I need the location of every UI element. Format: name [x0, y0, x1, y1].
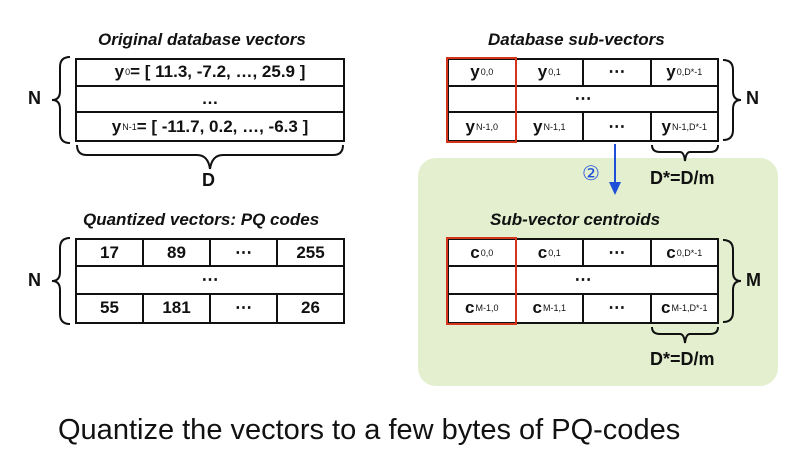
bottom-brace-d [76, 144, 344, 170]
subvectors-title: Database sub-vectors [488, 30, 665, 49]
pq-code-cell: 26 [301, 298, 320, 318]
subvector-row-ellipsis: ⋯ [574, 88, 592, 108]
n-label-original: N [28, 88, 41, 108]
right-brace-subvectors [722, 59, 742, 141]
centroid-ellipsis: ⋯ [584, 240, 652, 266]
centroids-title: Sub-vector centroids [490, 210, 661, 229]
centroid-cell: c M-1,D*-1 [661, 298, 708, 318]
subvector-cell: y N-1,D*-1 [661, 116, 707, 136]
caption: Quantize the vectors to a few bytes of P… [58, 414, 681, 446]
pq-code-cell: 89 [144, 240, 211, 266]
original-row-last: y N-1 = [ -11.7, 0.2, …, -6.3 ] [111, 116, 309, 136]
pq-code-cell: 255 [296, 242, 325, 262]
subvector-cell: y 0,D*-1 [666, 62, 703, 82]
d-label: D [202, 170, 215, 190]
centroid-highlight [446, 237, 517, 325]
left-brace-pq [51, 237, 71, 325]
subvector-cell: y N-1,1 [517, 113, 584, 140]
n-label-subvectors: N [746, 88, 759, 108]
subvector-highlight [446, 57, 517, 143]
centroid-ellipsis: ⋯ [584, 294, 652, 322]
pq-codes-table: 17 89 ⋯ 255 ⋯ 55 181 ⋯ 26 [75, 238, 345, 324]
pq-code-ellipsis: ⋯ [211, 294, 278, 322]
m-label: M [746, 270, 761, 290]
original-vectors-title: Original database vectors [98, 30, 306, 49]
pq-code-ellipsis: ⋯ [211, 240, 278, 266]
n-label-pq: N [28, 270, 41, 290]
centroid-cell: c 0,1 [517, 240, 584, 266]
dstar-label-bottom: D*=D/m [650, 349, 715, 369]
subvector-ellipsis: ⋯ [584, 60, 652, 85]
pq-code-cell: 55 [77, 294, 144, 322]
centroid-cell: c 0,D*-1 [666, 242, 703, 262]
brace-dstar-bottom [651, 326, 719, 344]
right-brace-centroids [722, 239, 742, 323]
pq-row-ellipsis: ⋯ [201, 269, 219, 289]
pq-code-cell: 17 [77, 240, 144, 266]
subvector-ellipsis: ⋯ [584, 113, 652, 140]
down-arrow-icon [609, 144, 621, 195]
dstar-label-top: D*=D/m [650, 168, 715, 188]
original-row-ellipsis: … [201, 88, 219, 108]
brace-dstar-top [651, 144, 719, 162]
subvector-cell: y 0,1 [517, 60, 584, 85]
pq-codes-title: Quantized vectors: PQ codes [83, 210, 320, 229]
centroid-cell: c M-1,1 [517, 294, 584, 322]
pq-code-cell: 181 [144, 294, 211, 322]
step-2-icon: ② [582, 163, 600, 185]
left-brace-original [51, 56, 71, 144]
centroid-row-ellipsis: ⋯ [574, 269, 592, 289]
